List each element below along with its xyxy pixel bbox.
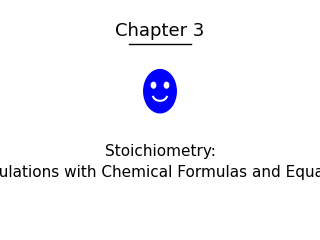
Circle shape	[144, 70, 176, 113]
Text: Chapter 3: Chapter 3	[115, 22, 205, 40]
Text: Stoichiometry:: Stoichiometry:	[105, 144, 215, 159]
Text: Calculations with Chemical Formulas and Equation: Calculations with Chemical Formulas and …	[0, 165, 320, 180]
Circle shape	[151, 82, 156, 88]
Circle shape	[164, 82, 169, 88]
